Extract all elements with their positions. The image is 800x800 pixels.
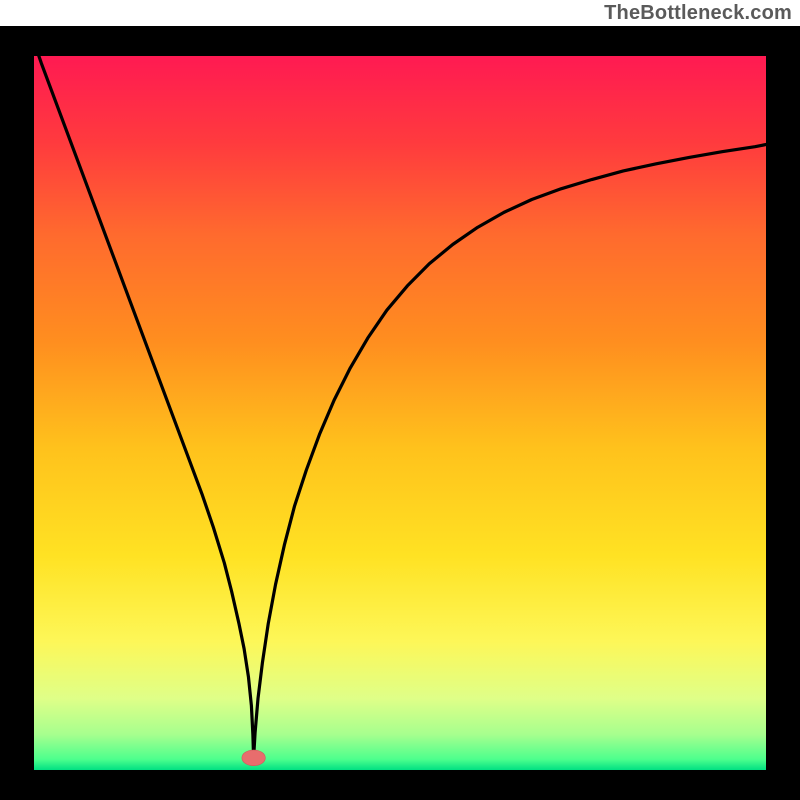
watermark-text: TheBottleneck.com [604, 2, 792, 25]
chart-outer-frame [0, 26, 800, 800]
minimum-marker [242, 750, 265, 766]
chart-frame: TheBottleneck.com [0, 0, 800, 800]
plot-area [34, 56, 766, 770]
plot-svg [34, 56, 766, 770]
